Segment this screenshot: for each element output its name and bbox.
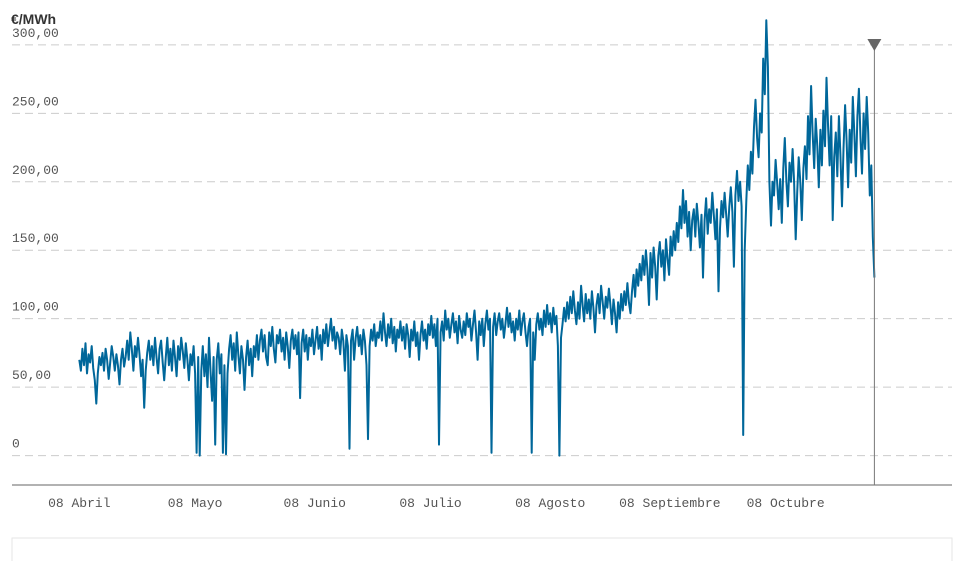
x-tick-labels: 08 Abril 08 Mayo 08 Junio 08 Julio 08 Agosto…	[48, 496, 825, 511]
y-tick-label: 300,00	[12, 26, 59, 41]
y-tick-label: 250,00	[12, 94, 59, 109]
y-tick-label: 100,00	[12, 300, 59, 315]
x-tick-label: 08 Abril	[48, 496, 111, 511]
y-tick-label: 50,00	[12, 368, 51, 383]
range-navigator[interactable]	[11, 537, 953, 561]
series-line-price	[78, 19, 876, 457]
cursor-marker-icon[interactable]	[867, 39, 882, 51]
y-tick-label: 200,00	[12, 163, 59, 178]
y-unit-label: €/MWh	[11, 11, 56, 27]
x-tick-label: 08 Octubre	[747, 496, 825, 511]
y-tick-labels: 300,00 250,00 200,00 150,00 100,00 50,00 0	[12, 26, 59, 452]
x-tick-label: 08 Agosto	[515, 496, 585, 511]
x-tick-label: 08 Mayo	[168, 496, 223, 511]
x-tick-label: 08 Septiembre	[619, 496, 720, 511]
x-tick-label: 08 Junio	[284, 496, 346, 511]
y-tick-label: 150,00	[12, 231, 59, 246]
x-tick-label: 08 Julio	[399, 496, 461, 511]
y-tick-label: 0	[12, 437, 20, 452]
